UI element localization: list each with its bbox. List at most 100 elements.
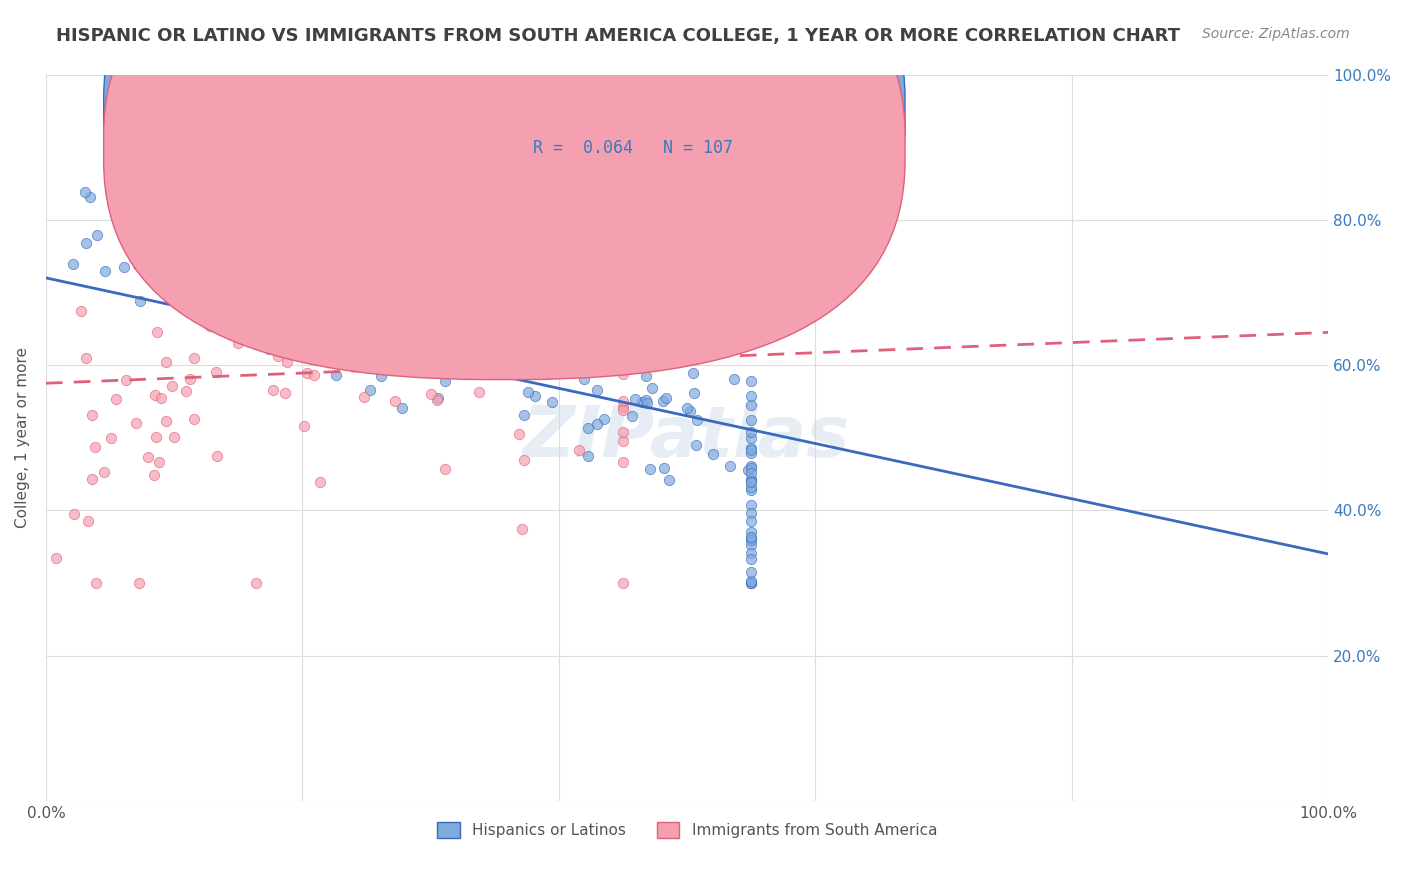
- Point: [541, 395, 564, 409]
- Point: [194, 225, 217, 239]
- Point: [128, 576, 150, 591]
- Point: [79, 190, 101, 204]
- Point: [239, 317, 262, 331]
- Point: [740, 525, 762, 540]
- Point: [419, 264, 441, 278]
- Point: [243, 307, 266, 321]
- Point: [723, 372, 745, 386]
- Point: [576, 449, 599, 463]
- Point: [183, 351, 205, 366]
- Point: [174, 384, 197, 399]
- Point: [513, 409, 536, 423]
- Point: [740, 530, 762, 544]
- Point: [299, 260, 322, 275]
- Point: [491, 342, 513, 356]
- Point: [204, 365, 226, 379]
- Point: [702, 447, 724, 461]
- Point: [245, 337, 267, 351]
- Point: [292, 419, 315, 434]
- Point: [299, 314, 322, 328]
- Point: [679, 404, 702, 418]
- Point: [423, 318, 446, 333]
- Point: [274, 289, 297, 303]
- Point: [80, 409, 103, 423]
- Point: [491, 343, 513, 358]
- Point: [740, 413, 762, 427]
- Point: [683, 386, 706, 401]
- Point: [198, 319, 221, 334]
- Point: [586, 383, 609, 397]
- Point: [295, 367, 318, 381]
- Point: [505, 250, 527, 264]
- Point: [486, 358, 509, 372]
- Point: [45, 551, 67, 566]
- Point: [740, 576, 762, 591]
- Point: [353, 390, 375, 404]
- Point: [546, 321, 568, 335]
- Point: [183, 412, 205, 426]
- Point: [148, 263, 170, 277]
- Point: [235, 272, 257, 286]
- Point: [245, 168, 267, 182]
- Point: [107, 209, 129, 223]
- Point: [112, 260, 135, 275]
- Point: [256, 303, 278, 318]
- Point: [76, 514, 98, 528]
- Point: [456, 335, 478, 350]
- Point: [304, 368, 326, 383]
- Point: [269, 292, 291, 306]
- Point: [100, 432, 122, 446]
- Point: [513, 452, 536, 467]
- Point: [612, 334, 634, 348]
- Point: [426, 323, 449, 337]
- Point: [489, 345, 512, 359]
- Point: [740, 480, 762, 494]
- Point: [382, 318, 405, 332]
- Point: [479, 327, 502, 342]
- Point: [740, 466, 762, 480]
- Point: [427, 364, 450, 378]
- Y-axis label: College, 1 year or more: College, 1 year or more: [15, 347, 30, 528]
- Point: [204, 115, 226, 129]
- Point: [384, 394, 406, 409]
- Point: [335, 254, 357, 268]
- Point: [316, 226, 339, 240]
- Point: [740, 538, 762, 552]
- Point: [94, 263, 117, 277]
- Point: [447, 314, 470, 328]
- Point: [740, 507, 762, 521]
- Point: [181, 213, 204, 227]
- Point: [420, 387, 443, 401]
- Text: ZIPatlas: ZIPatlas: [523, 403, 851, 472]
- Point: [344, 257, 367, 271]
- Point: [501, 306, 523, 320]
- Point: [270, 214, 292, 228]
- Point: [209, 286, 232, 301]
- Point: [271, 328, 294, 343]
- Point: [226, 252, 249, 267]
- Point: [284, 285, 307, 300]
- Point: [612, 223, 634, 237]
- Point: [427, 391, 450, 405]
- Point: [367, 292, 389, 306]
- Point: [641, 381, 664, 395]
- Point: [276, 247, 298, 261]
- Point: [219, 295, 242, 310]
- Point: [585, 417, 607, 432]
- Point: [359, 210, 381, 224]
- Point: [375, 330, 398, 344]
- Point: [634, 369, 657, 384]
- Text: R =  0.064   N = 107: R = 0.064 N = 107: [533, 139, 733, 157]
- Point: [612, 576, 634, 591]
- Point: [740, 483, 762, 498]
- Point: [290, 315, 312, 329]
- Point: [740, 546, 762, 560]
- Point: [162, 379, 184, 393]
- Point: [242, 310, 264, 325]
- Point: [740, 431, 762, 445]
- Point: [621, 409, 644, 424]
- Point: [612, 400, 634, 414]
- Point: [636, 396, 658, 410]
- Text: HISPANIC OR LATINO VS IMMIGRANTS FROM SOUTH AMERICA COLLEGE, 1 YEAR OR MORE CORR: HISPANIC OR LATINO VS IMMIGRANTS FROM SO…: [56, 27, 1180, 45]
- FancyBboxPatch shape: [104, 0, 905, 380]
